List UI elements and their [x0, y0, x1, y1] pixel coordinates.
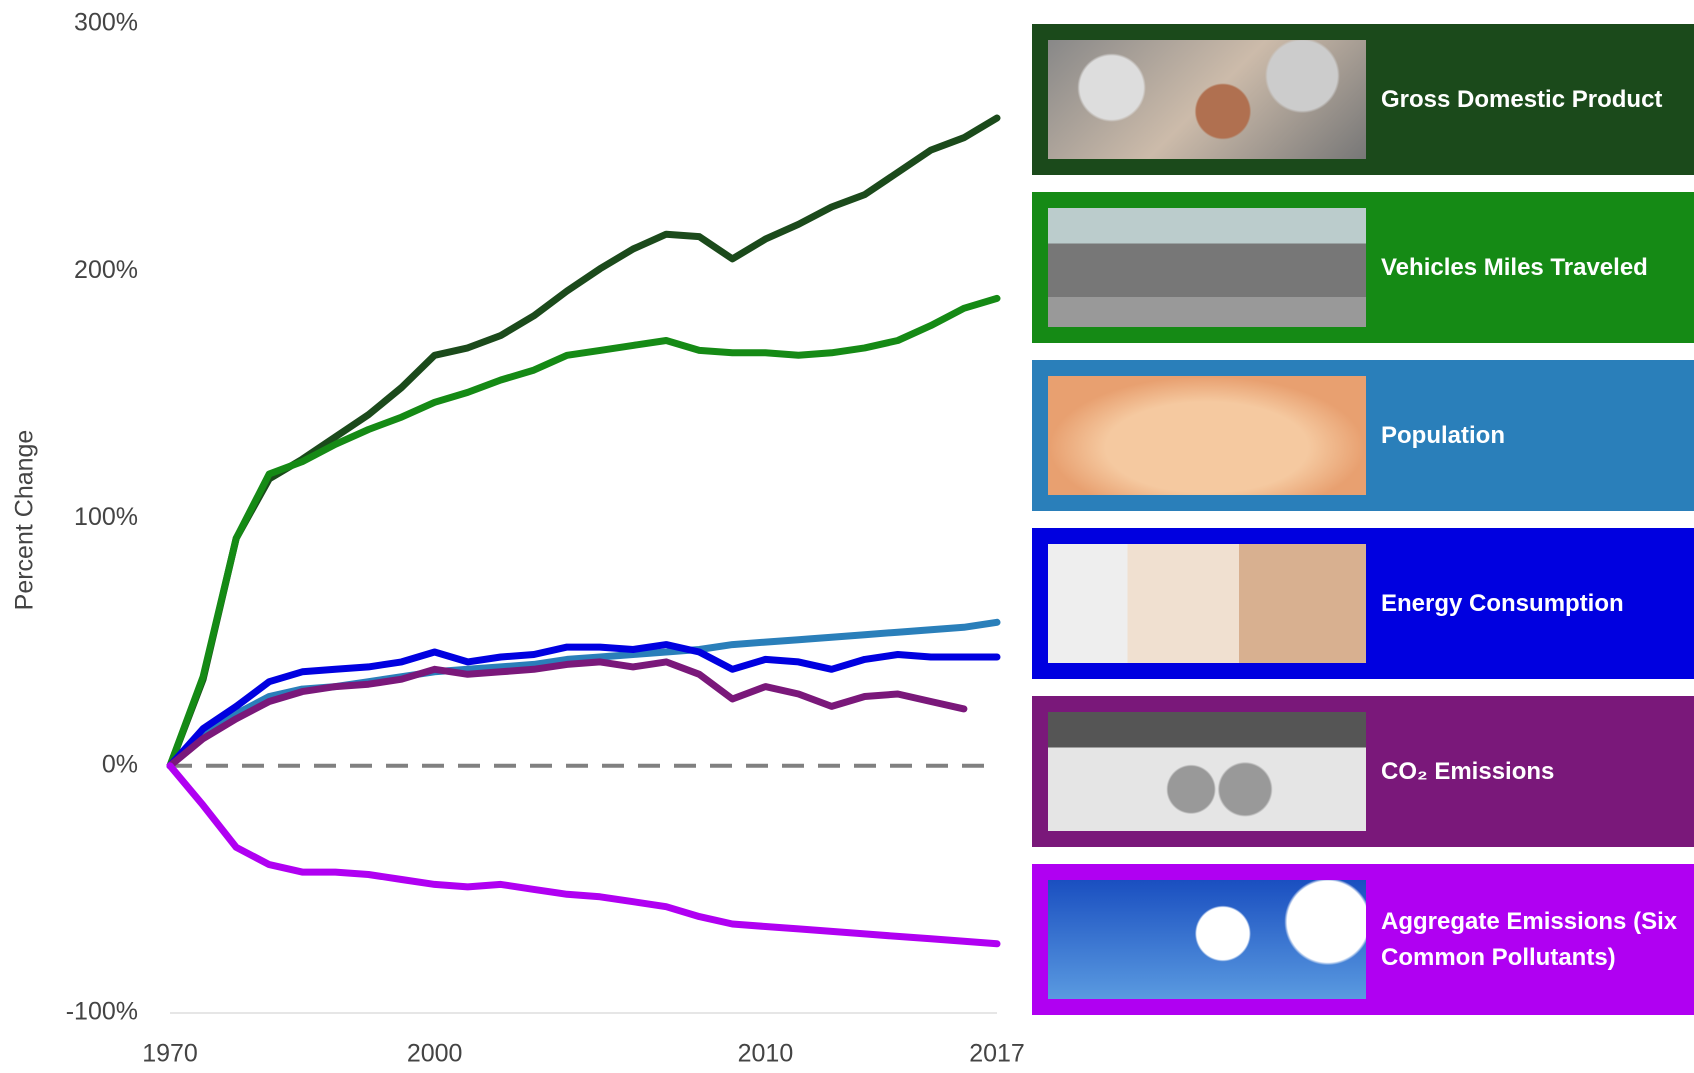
legend-label: Population: [1381, 421, 1505, 449]
y-axis-label: Percent Change: [11, 430, 39, 611]
legend-photo: [1048, 208, 1366, 327]
legend-panel: Population: [1032, 360, 1694, 511]
legend-panel: Aggregate Emissions (Six Common Pollutan…: [1032, 864, 1694, 1015]
legend-photo: [1048, 376, 1366, 495]
series-line: [166, 114, 1001, 770]
legend-photo: [1048, 880, 1366, 999]
y-tick-label: 0%: [102, 750, 138, 778]
x-tick-label: 1970: [142, 1040, 198, 1068]
legend-photo: [1048, 544, 1366, 663]
legend-label: Vehicles Miles Traveled: [1381, 253, 1648, 281]
legend-label: CO₂ Emissions: [1381, 757, 1555, 785]
legend-panel: CO₂ Emissions: [1032, 696, 1694, 847]
legend-panel: Gross Domestic Product: [1032, 24, 1694, 175]
series-line: [166, 658, 968, 770]
series-line: [166, 294, 1001, 770]
legend-panel: Vehicles Miles Traveled: [1032, 192, 1694, 343]
legend-photo: [1048, 712, 1366, 831]
y-tick-label: 300%: [74, 9, 138, 37]
x-tick-label: 2000: [407, 1040, 463, 1068]
x-tick-label: 2010: [738, 1040, 794, 1068]
chart: Percent Change -100% 0% 100% 200% 300% 1970 20…: [11, 9, 1025, 1068]
series-line: [166, 762, 1001, 948]
legend-panel: Energy Consumption: [1032, 528, 1694, 679]
series-line: [166, 641, 1001, 770]
x-tick-label: 2017: [969, 1040, 1025, 1068]
y-tick-label: 200%: [74, 256, 138, 284]
legend-label: Gross Domestic Product: [1381, 85, 1663, 113]
y-tick-label: -100%: [66, 998, 138, 1026]
legend-label: Energy Consumption: [1381, 589, 1624, 617]
legend-photo: [1048, 40, 1366, 159]
legend-label: Aggregate Emissions (Six Common Pollutan…: [1381, 907, 1678, 971]
y-tick-label: 100%: [74, 503, 138, 531]
